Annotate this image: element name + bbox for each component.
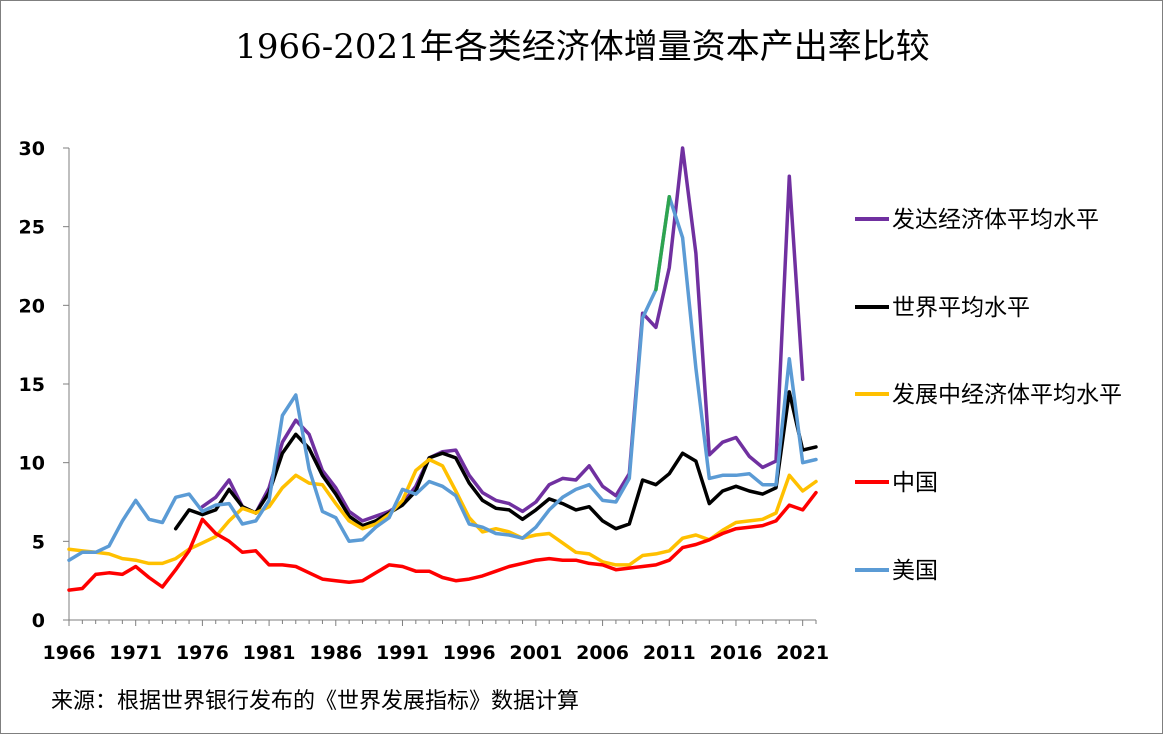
- series-line-2: [173, 390, 818, 531]
- x-tick-label: 2001: [509, 642, 562, 664]
- y-tick-label: 0: [32, 610, 45, 632]
- x-tick-label: 1986: [309, 642, 362, 664]
- highlight-segment: [654, 195, 672, 292]
- x-tick-label: 1996: [443, 642, 496, 664]
- x-tick-label: 2021: [776, 642, 829, 664]
- y-tick-label: 20: [19, 295, 45, 317]
- y-tick-label: 10: [19, 453, 45, 475]
- y-tick-label: 25: [19, 217, 45, 239]
- x-tick-label: 1971: [109, 642, 162, 664]
- legend-label-1: 发达经济体平均水平: [892, 207, 1099, 233]
- legend-label-3: 发展中经济体平均水平: [892, 382, 1122, 408]
- legend-label-4: 中国: [892, 470, 938, 496]
- y-tick-label: 30: [19, 138, 45, 160]
- x-tick-label: 1976: [176, 642, 229, 664]
- x-tick-label: 2016: [710, 642, 763, 664]
- x-tick-label: 1991: [376, 642, 429, 664]
- x-tick-label: 1966: [43, 642, 96, 664]
- chart-title: 1966-2021年各类经济体增量资本产出率比较: [235, 27, 930, 67]
- x-tick-label: 1981: [243, 642, 296, 664]
- y-tick-label: 15: [19, 374, 45, 396]
- source-note: 来源：根据世界银行发布的《世界发展指标》数据计算: [51, 689, 580, 714]
- series-line-1: [200, 146, 805, 523]
- series-line-4: [67, 490, 818, 592]
- axes: 0 5 10 15 20 25 30 1966 1971 1976 1981 1986 1991 1996…: [19, 138, 830, 664]
- x-tick-label: 2006: [576, 642, 629, 664]
- y-tick-label: 5: [32, 531, 45, 553]
- legend-label-2: 世界平均水平: [892, 295, 1030, 321]
- series-lines: [67, 146, 818, 592]
- x-tick-label: 2011: [643, 642, 696, 664]
- series-line-5: [67, 195, 818, 562]
- series-line-3: [67, 457, 818, 567]
- legend-label-5: 美国: [892, 558, 938, 584]
